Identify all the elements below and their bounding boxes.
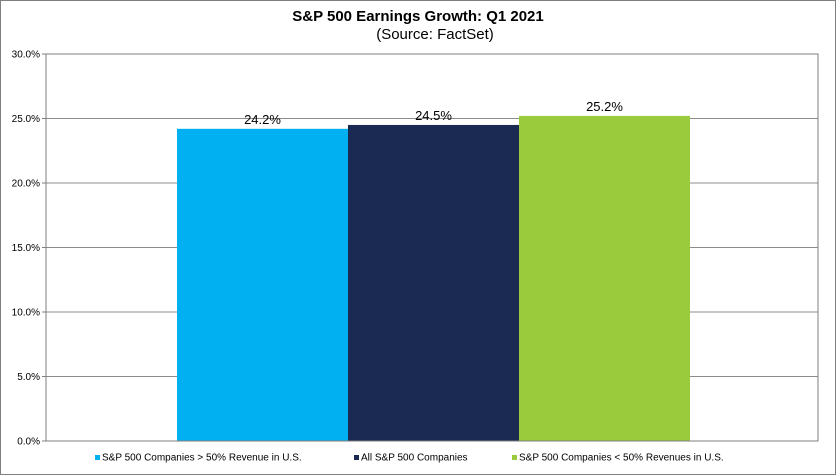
data-label: 24.5% — [415, 108, 452, 123]
legend-swatch — [354, 455, 359, 460]
data-labels: 24.2% 24.5% 25.2% — [244, 99, 623, 127]
bars — [177, 115, 690, 442]
y-tick-label: 20.0% — [12, 179, 40, 190]
legend-label: S&P 500 Companies > 50% Revenue in U.S. — [102, 453, 302, 464]
y-tick-label: 25.0% — [12, 114, 40, 125]
chart-title: S&P 500 Earnings Growth: Q1 2021 — [292, 8, 544, 25]
y-axis-ticks: 0.0% 5.0% 10.0% 15.0% 20.0% 25.0% 30.0% — [12, 50, 46, 448]
y-tick-label: 0.0% — [17, 437, 40, 448]
y-tick-label: 10.0% — [12, 308, 40, 319]
legend-label: All S&P 500 Companies — [361, 453, 468, 464]
legend-swatch — [512, 455, 517, 460]
data-label: 25.2% — [586, 99, 623, 114]
bar — [177, 128, 348, 441]
bar — [519, 115, 690, 442]
y-tick-label: 30.0% — [12, 50, 40, 61]
data-label: 24.2% — [244, 112, 281, 127]
bar — [348, 124, 519, 441]
legend: S&P 500 Companies > 50% Revenue in U.S. A… — [95, 453, 724, 464]
legend-label: S&P 500 Companies < 50% Revenues in U.S. — [519, 453, 724, 464]
y-tick-label: 5.0% — [17, 372, 40, 383]
chart-subtitle: (Source: FactSet) — [376, 26, 494, 43]
legend-swatch — [95, 455, 100, 460]
plot-area — [45, 53, 819, 442]
y-tick-label: 15.0% — [12, 243, 40, 254]
